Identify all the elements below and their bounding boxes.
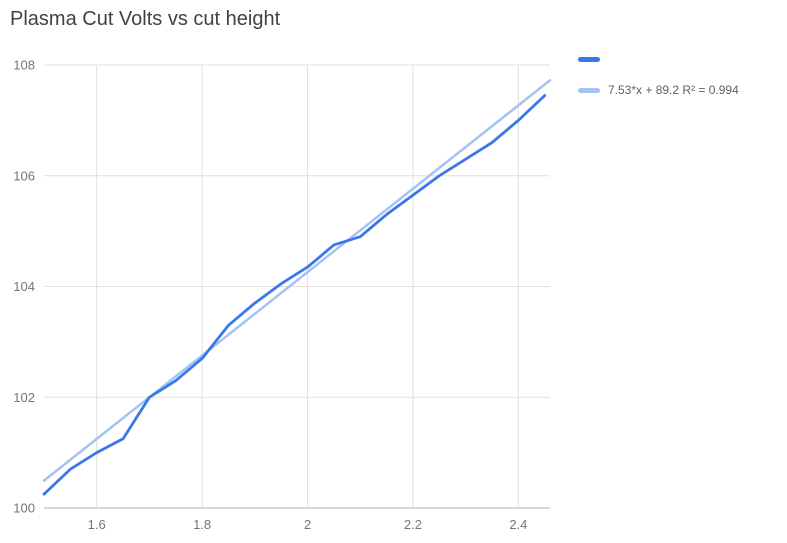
x-tick-label: 2.4 xyxy=(509,517,527,532)
x-tick-label: 2.2 xyxy=(404,517,422,532)
y-tick-label: 102 xyxy=(13,390,35,405)
legend-item-trendline: 7.53*x + 89.2 R² = 0.994 xyxy=(578,83,739,97)
x-tick-label: 1.6 xyxy=(88,517,106,532)
chart-title: Plasma Cut Volts vs cut height xyxy=(10,8,281,30)
trendline-legend-label: 7.53*x + 89.2 R² = 0.994 xyxy=(608,83,739,97)
series-swatch-icon xyxy=(578,56,600,62)
y-tick-label: 100 xyxy=(13,501,35,516)
legend-item-series xyxy=(578,52,739,66)
series-line xyxy=(42,94,547,496)
y-tick-label: 104 xyxy=(13,279,35,294)
x-tick-label: 2 xyxy=(304,517,311,532)
y-tick-label: 108 xyxy=(13,58,35,73)
legend: 7.53*x + 89.2 R² = 0.994 xyxy=(578,52,739,114)
y-tick-label: 106 xyxy=(13,168,35,183)
trendline xyxy=(42,79,552,482)
x-tick-label: 1.8 xyxy=(193,517,211,532)
trendline-swatch-icon xyxy=(578,87,600,93)
